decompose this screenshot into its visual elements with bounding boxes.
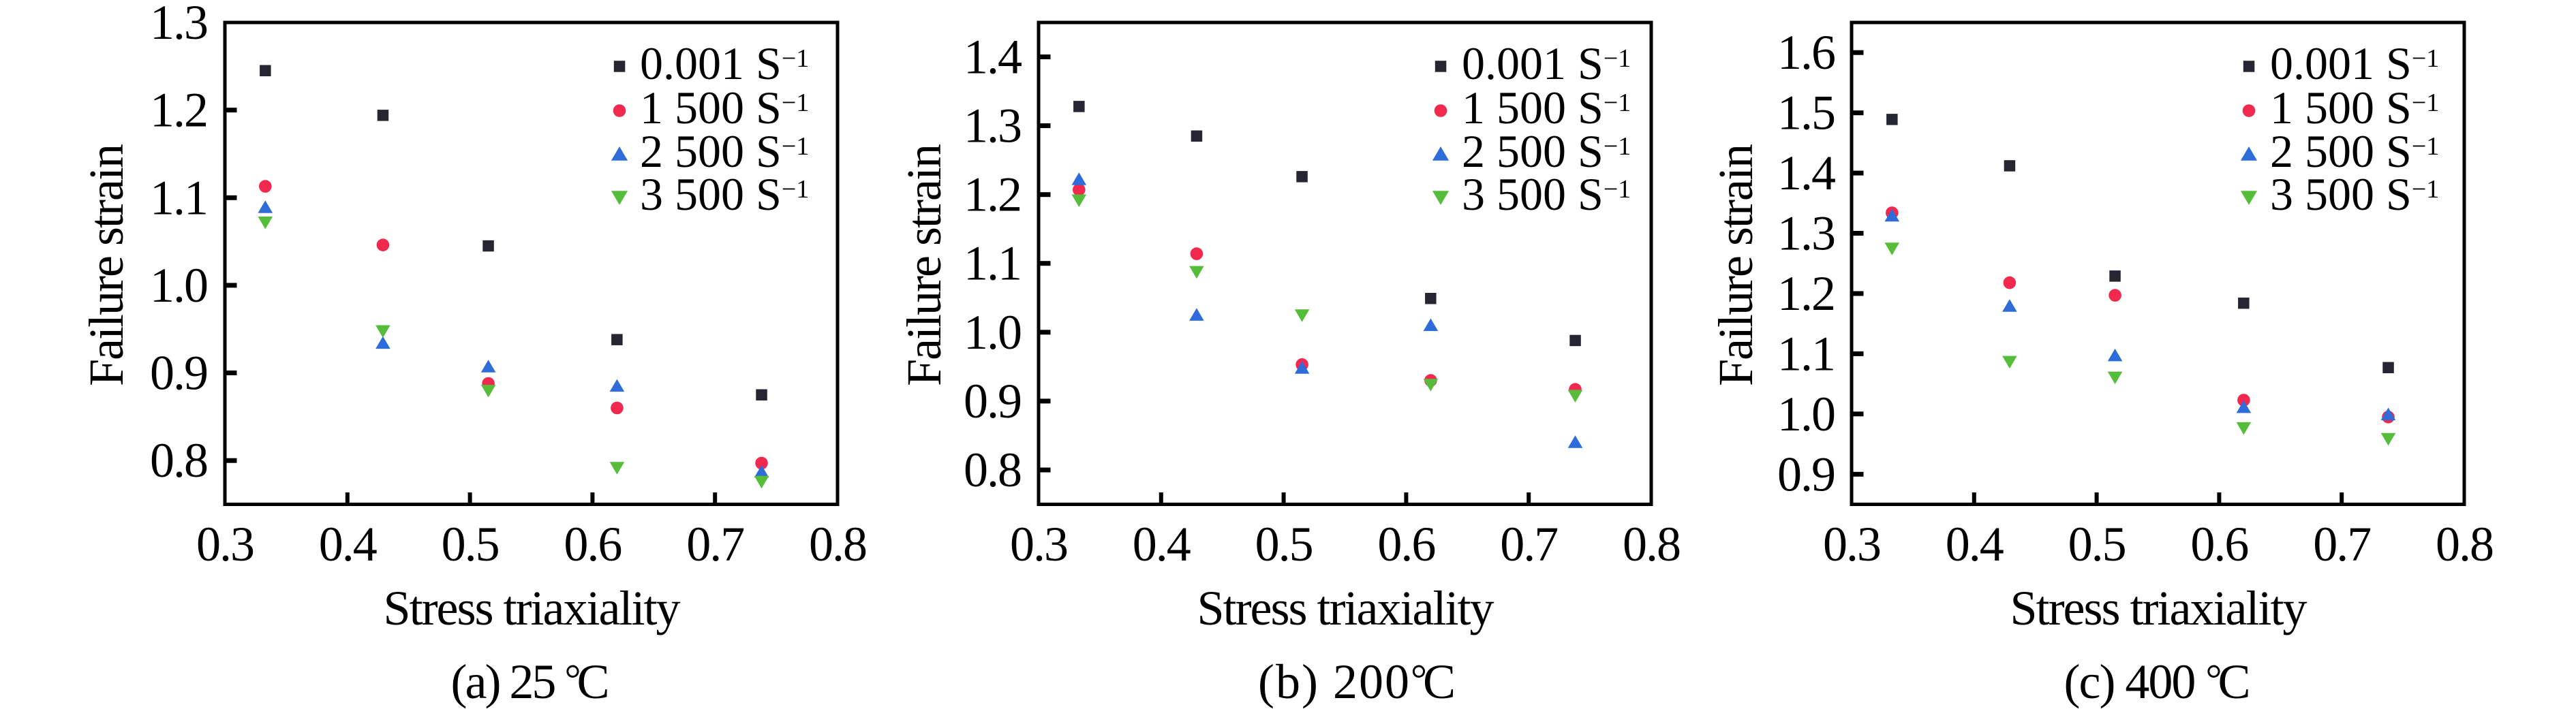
svg-text:Stress triaxiality: Stress triaxiality [384, 581, 681, 635]
svg-text:Stress triaxiality: Stress triaxiality [1197, 581, 1494, 635]
svg-text:1.2: 1.2 [150, 83, 207, 138]
svg-text:1.5: 1.5 [1777, 86, 1835, 140]
svg-text:1.3: 1.3 [150, 0, 207, 50]
svg-text:0.3: 0.3 [196, 517, 254, 571]
svg-text:1.3: 1.3 [1777, 206, 1835, 261]
svg-text:1.1: 1.1 [1777, 326, 1835, 381]
svg-text:Failure strain: Failure strain [79, 144, 134, 386]
svg-text:0.6: 0.6 [1377, 517, 1435, 571]
svg-text:0.8: 0.8 [2436, 517, 2493, 571]
svg-text:1.6: 1.6 [1777, 25, 1835, 80]
svg-text:3 500 S−1: 3 500 S−1 [2270, 168, 2439, 220]
svg-text:0.8: 0.8 [150, 433, 207, 488]
svg-text:3 500 S−1: 3 500 S−1 [1462, 168, 1631, 220]
svg-text:1.2: 1.2 [964, 168, 1021, 222]
svg-text:1 500 S−1: 1 500 S−1 [1462, 82, 1631, 133]
svg-text:2 500 S−1: 2 500 S−1 [640, 125, 809, 177]
svg-text:0.7: 0.7 [1500, 517, 1557, 571]
svg-text:3 500 S−1: 3 500 S−1 [640, 168, 809, 220]
svg-text:0.5: 0.5 [442, 517, 499, 571]
svg-text:0.4: 0.4 [319, 517, 377, 571]
svg-text:1.1: 1.1 [150, 170, 207, 225]
svg-text:0.9: 0.9 [150, 346, 207, 400]
svg-text:1.0: 1.0 [1777, 387, 1835, 441]
svg-text:0.001 S−1: 0.001 S−1 [640, 37, 809, 89]
svg-text:1.4: 1.4 [964, 30, 1022, 84]
svg-text:1.0: 1.0 [964, 305, 1021, 360]
svg-text:0.001 S−1: 0.001 S−1 [2270, 37, 2439, 89]
svg-text:0.5: 0.5 [1255, 517, 1313, 571]
svg-text:0.7: 0.7 [686, 517, 743, 571]
svg-text:0.9: 0.9 [1777, 447, 1835, 501]
svg-text:1.1: 1.1 [964, 236, 1021, 291]
svg-text:0.7: 0.7 [2313, 517, 2370, 571]
svg-text:0.8: 0.8 [809, 517, 866, 571]
svg-text:0.5: 0.5 [2068, 517, 2126, 571]
svg-text:0.4: 0.4 [1133, 517, 1191, 571]
svg-text:0.4: 0.4 [1946, 517, 2004, 571]
svg-text:2 500 S−1: 2 500 S−1 [1462, 125, 1631, 177]
svg-text:(a) 25 °C: (a) 25 °C [451, 655, 610, 709]
svg-text:0.3: 0.3 [1010, 517, 1067, 571]
svg-text:Failure strain: Failure strain [1708, 144, 1763, 386]
svg-text:(b) 200°C: (b) 200°C [1258, 655, 1456, 709]
svg-text:1 500 S−1: 1 500 S−1 [640, 82, 809, 133]
svg-text:0.6: 0.6 [564, 517, 621, 571]
svg-text:0.8: 0.8 [1623, 517, 1680, 571]
svg-text:0.9: 0.9 [964, 374, 1021, 428]
svg-text:1.3: 1.3 [964, 99, 1021, 153]
svg-text:0.3: 0.3 [1823, 517, 1880, 571]
svg-text:0.8: 0.8 [964, 443, 1021, 497]
svg-text:(c) 400 °C: (c) 400 °C [2064, 655, 2251, 709]
svg-text:0.001 S−1: 0.001 S−1 [1462, 37, 1631, 89]
svg-text:0.6: 0.6 [2190, 517, 2248, 571]
svg-text:Stress triaxiality: Stress triaxiality [2010, 581, 2307, 635]
svg-text:1 500 S−1: 1 500 S−1 [2270, 82, 2439, 133]
svg-text:2 500 S−1: 2 500 S−1 [2270, 125, 2439, 177]
svg-text:1.4: 1.4 [1777, 146, 1835, 200]
svg-text:1.2: 1.2 [1777, 266, 1835, 321]
svg-text:Failure strain: Failure strain [897, 144, 951, 386]
svg-text:1.0: 1.0 [150, 258, 207, 313]
